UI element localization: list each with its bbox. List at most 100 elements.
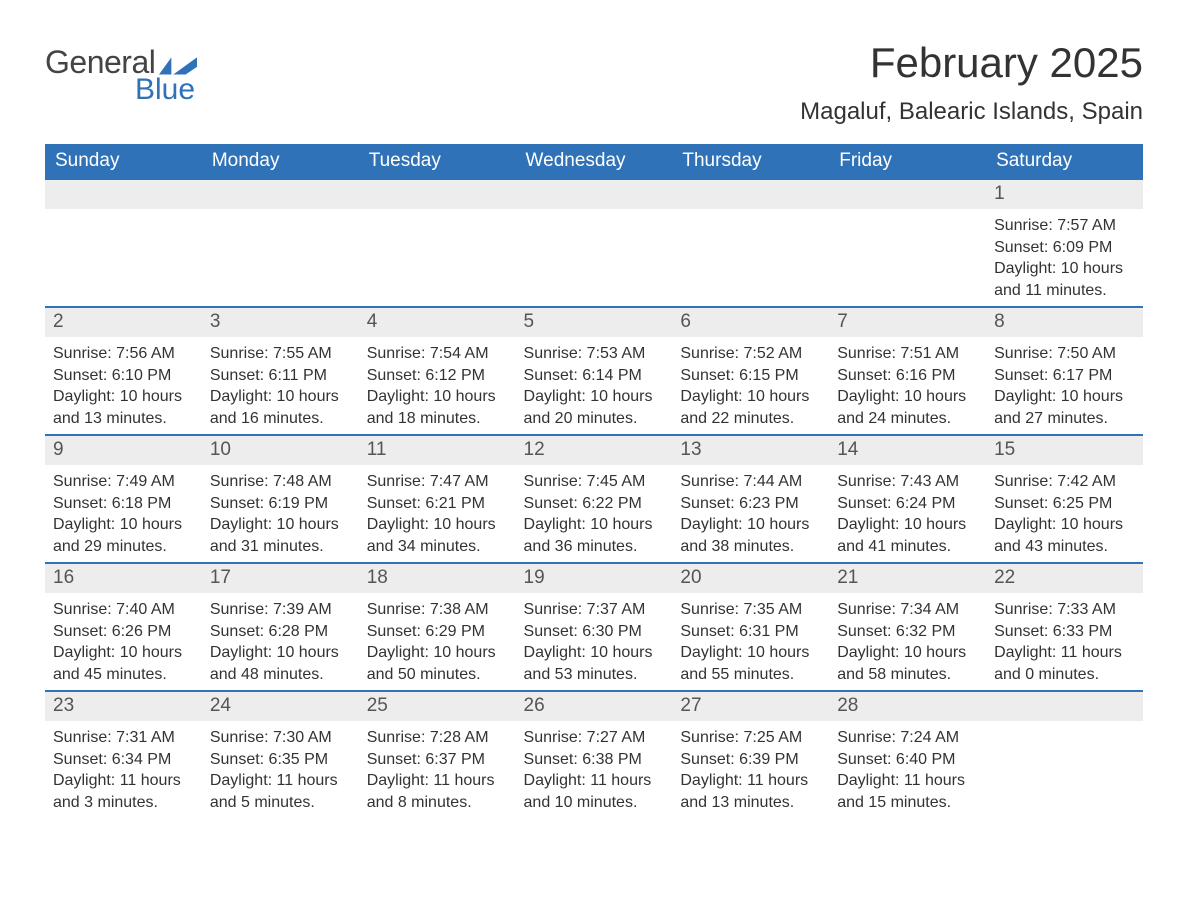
- day-data: Sunrise: 7:48 AMSunset: 6:19 PMDaylight:…: [202, 465, 359, 561]
- daylight-line: Daylight: 10 hours and 36 minutes.: [524, 514, 665, 557]
- sunset-line: Sunset: 6:16 PM: [837, 365, 978, 387]
- weekday-header: Thursday: [672, 144, 829, 179]
- sunrise-line: Sunrise: 7:51 AM: [837, 343, 978, 365]
- week-row: 2Sunrise: 7:56 AMSunset: 6:10 PMDaylight…: [45, 307, 1143, 435]
- week-row: 16Sunrise: 7:40 AMSunset: 6:26 PMDayligh…: [45, 563, 1143, 691]
- day-number: 2: [45, 308, 202, 337]
- day-number: 13: [672, 436, 829, 465]
- day-cell: 22Sunrise: 7:33 AMSunset: 6:33 PMDayligh…: [986, 563, 1143, 691]
- weekday-header: Friday: [829, 144, 986, 179]
- daylight-line: Daylight: 11 hours and 15 minutes.: [837, 770, 978, 813]
- daylight-line: Daylight: 11 hours and 5 minutes.: [210, 770, 351, 813]
- day-cell: 7Sunrise: 7:51 AMSunset: 6:16 PMDaylight…: [829, 307, 986, 435]
- daylight-line: Daylight: 10 hours and 45 minutes.: [53, 642, 194, 685]
- day-cell: 26Sunrise: 7:27 AMSunset: 6:38 PMDayligh…: [516, 691, 673, 819]
- day-data: Sunrise: 7:39 AMSunset: 6:28 PMDaylight:…: [202, 593, 359, 689]
- day-number: [516, 180, 673, 209]
- sunrise-line: Sunrise: 7:28 AM: [367, 727, 508, 749]
- day-number: [986, 692, 1143, 721]
- weekday-header-row: SundayMondayTuesdayWednesdayThursdayFrid…: [45, 144, 1143, 179]
- weekday-header: Wednesday: [516, 144, 673, 179]
- sunset-line: Sunset: 6:39 PM: [680, 749, 821, 771]
- calendar-table: SundayMondayTuesdayWednesdayThursdayFrid…: [45, 144, 1143, 819]
- day-number: [672, 180, 829, 209]
- day-cell: 13Sunrise: 7:44 AMSunset: 6:23 PMDayligh…: [672, 435, 829, 563]
- calendar-body: 1Sunrise: 7:57 AMSunset: 6:09 PMDaylight…: [45, 179, 1143, 819]
- day-cell: 5Sunrise: 7:53 AMSunset: 6:14 PMDaylight…: [516, 307, 673, 435]
- daylight-line: Daylight: 10 hours and 55 minutes.: [680, 642, 821, 685]
- day-cell: 14Sunrise: 7:43 AMSunset: 6:24 PMDayligh…: [829, 435, 986, 563]
- day-number: 15: [986, 436, 1143, 465]
- sunrise-line: Sunrise: 7:37 AM: [524, 599, 665, 621]
- week-row: 9Sunrise: 7:49 AMSunset: 6:18 PMDaylight…: [45, 435, 1143, 563]
- day-data: [202, 209, 359, 219]
- day-number: 10: [202, 436, 359, 465]
- day-data: Sunrise: 7:24 AMSunset: 6:40 PMDaylight:…: [829, 721, 986, 817]
- sunrise-line: Sunrise: 7:47 AM: [367, 471, 508, 493]
- day-number: 9: [45, 436, 202, 465]
- header: General Blue February 2025 Magaluf, Bale…: [45, 40, 1143, 126]
- sunrise-line: Sunrise: 7:57 AM: [994, 215, 1135, 237]
- sunrise-line: Sunrise: 7:48 AM: [210, 471, 351, 493]
- sunset-line: Sunset: 6:37 PM: [367, 749, 508, 771]
- sunset-line: Sunset: 6:17 PM: [994, 365, 1135, 387]
- day-cell: [202, 179, 359, 307]
- day-number: 20: [672, 564, 829, 593]
- day-cell: 19Sunrise: 7:37 AMSunset: 6:30 PMDayligh…: [516, 563, 673, 691]
- day-data: Sunrise: 7:35 AMSunset: 6:31 PMDaylight:…: [672, 593, 829, 689]
- weekday-header: Monday: [202, 144, 359, 179]
- daylight-line: Daylight: 10 hours and 13 minutes.: [53, 386, 194, 429]
- daylight-line: Daylight: 10 hours and 58 minutes.: [837, 642, 978, 685]
- day-cell: 24Sunrise: 7:30 AMSunset: 6:35 PMDayligh…: [202, 691, 359, 819]
- sunrise-line: Sunrise: 7:33 AM: [994, 599, 1135, 621]
- day-data: Sunrise: 7:33 AMSunset: 6:33 PMDaylight:…: [986, 593, 1143, 689]
- daylight-line: Daylight: 11 hours and 13 minutes.: [680, 770, 821, 813]
- day-cell: [672, 179, 829, 307]
- daylight-line: Daylight: 11 hours and 8 minutes.: [367, 770, 508, 813]
- day-number: 25: [359, 692, 516, 721]
- day-data: Sunrise: 7:25 AMSunset: 6:39 PMDaylight:…: [672, 721, 829, 817]
- daylight-line: Daylight: 10 hours and 16 minutes.: [210, 386, 351, 429]
- day-number: 6: [672, 308, 829, 337]
- day-data: Sunrise: 7:42 AMSunset: 6:25 PMDaylight:…: [986, 465, 1143, 561]
- day-cell: 4Sunrise: 7:54 AMSunset: 6:12 PMDaylight…: [359, 307, 516, 435]
- sunset-line: Sunset: 6:40 PM: [837, 749, 978, 771]
- day-cell: 17Sunrise: 7:39 AMSunset: 6:28 PMDayligh…: [202, 563, 359, 691]
- day-cell: 8Sunrise: 7:50 AMSunset: 6:17 PMDaylight…: [986, 307, 1143, 435]
- sunset-line: Sunset: 6:29 PM: [367, 621, 508, 643]
- day-number: 5: [516, 308, 673, 337]
- day-cell: 25 Sunrise: 7:28 AMSunset: 6:37 PMDayligh…: [359, 691, 516, 819]
- day-cell: [359, 179, 516, 307]
- sunrise-line: Sunrise: 7:55 AM: [210, 343, 351, 365]
- sunset-line: Sunset: 6:34 PM: [53, 749, 194, 771]
- daylight-line: Daylight: 10 hours and 53 minutes.: [524, 642, 665, 685]
- day-number: 8: [986, 308, 1143, 337]
- daylight-line: Daylight: 11 hours and 0 minutes.: [994, 642, 1135, 685]
- sunrise-line: Sunrise: 7:30 AM: [210, 727, 351, 749]
- sunrise-line: Sunrise: 7:44 AM: [680, 471, 821, 493]
- day-cell: 15Sunrise: 7:42 AMSunset: 6:25 PMDayligh…: [986, 435, 1143, 563]
- daylight-line: Daylight: 10 hours and 38 minutes.: [680, 514, 821, 557]
- daylight-line: Daylight: 10 hours and 43 minutes.: [994, 514, 1135, 557]
- day-number: 23: [45, 692, 202, 721]
- sunset-line: Sunset: 6:11 PM: [210, 365, 351, 387]
- sunset-line: Sunset: 6:15 PM: [680, 365, 821, 387]
- weekday-header: Saturday: [986, 144, 1143, 179]
- day-cell: 11Sunrise: 7:47 AMSunset: 6:21 PMDayligh…: [359, 435, 516, 563]
- day-data: Sunrise: 7:40 AMSunset: 6:26 PMDaylight:…: [45, 593, 202, 689]
- sunrise-line: Sunrise: 7:34 AM: [837, 599, 978, 621]
- sunrise-line: Sunrise: 7:49 AM: [53, 471, 194, 493]
- day-cell: 3Sunrise: 7:55 AMSunset: 6:11 PMDaylight…: [202, 307, 359, 435]
- day-data: Sunrise: 7:44 AMSunset: 6:23 PMDaylight:…: [672, 465, 829, 561]
- flag-icon: [159, 53, 197, 75]
- sunset-line: Sunset: 6:23 PM: [680, 493, 821, 515]
- day-number: 4: [359, 308, 516, 337]
- weekday-header: Sunday: [45, 144, 202, 179]
- day-number: 17: [202, 564, 359, 593]
- sunrise-line: Sunrise: 7:52 AM: [680, 343, 821, 365]
- sunrise-line: Sunrise: 7:38 AM: [367, 599, 508, 621]
- day-number: 7: [829, 308, 986, 337]
- sunrise-line: Sunrise: 7:50 AM: [994, 343, 1135, 365]
- day-number: 24: [202, 692, 359, 721]
- week-row: 23Sunrise: 7:31 AMSunset: 6:34 PMDayligh…: [45, 691, 1143, 819]
